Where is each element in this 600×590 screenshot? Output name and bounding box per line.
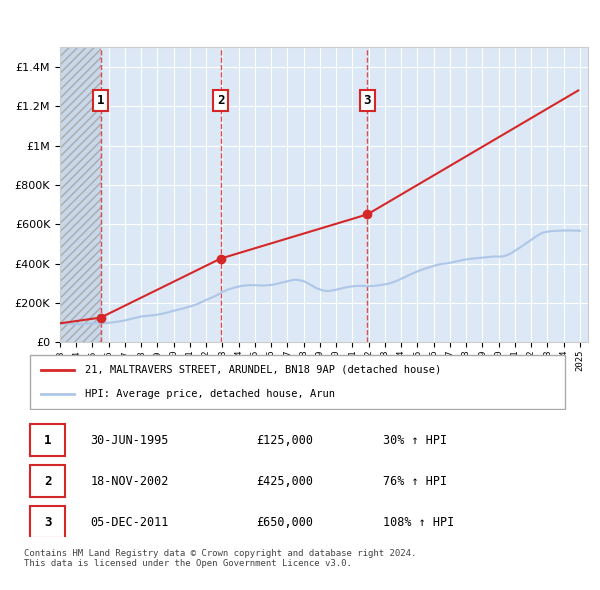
Text: 30% ↑ HPI: 30% ↑ HPI: [383, 434, 447, 447]
Text: 2: 2: [217, 94, 224, 107]
Text: 05-DEC-2011: 05-DEC-2011: [90, 516, 169, 529]
Text: 76% ↑ HPI: 76% ↑ HPI: [383, 474, 447, 488]
FancyBboxPatch shape: [29, 355, 565, 409]
Text: £650,000: £650,000: [256, 516, 313, 529]
Text: 108% ↑ HPI: 108% ↑ HPI: [383, 516, 454, 529]
Bar: [60, 47, 101, 342]
Text: 3: 3: [44, 516, 52, 529]
Text: £125,000: £125,000: [256, 434, 313, 447]
Text: 21, MALTRAVERS STREET, ARUNDEL, BN18 9AP (detached house): 21, MALTRAVERS STREET, ARUNDEL, BN18 9AP…: [85, 365, 441, 375]
Text: 1: 1: [44, 434, 52, 447]
Text: HPI: Average price, detached house, Arun: HPI: Average price, detached house, Arun: [85, 389, 335, 399]
FancyBboxPatch shape: [29, 465, 65, 497]
FancyBboxPatch shape: [29, 424, 65, 457]
FancyBboxPatch shape: [29, 506, 65, 538]
Text: 18-NOV-2002: 18-NOV-2002: [90, 474, 169, 488]
Text: 30-JUN-1995: 30-JUN-1995: [90, 434, 169, 447]
Text: £425,000: £425,000: [256, 474, 313, 488]
Text: Contains HM Land Registry data © Crown copyright and database right 2024.
This d: Contains HM Land Registry data © Crown c…: [24, 549, 416, 568]
Text: 3: 3: [364, 94, 371, 107]
Text: 1: 1: [97, 94, 104, 107]
Text: 2: 2: [44, 474, 52, 488]
